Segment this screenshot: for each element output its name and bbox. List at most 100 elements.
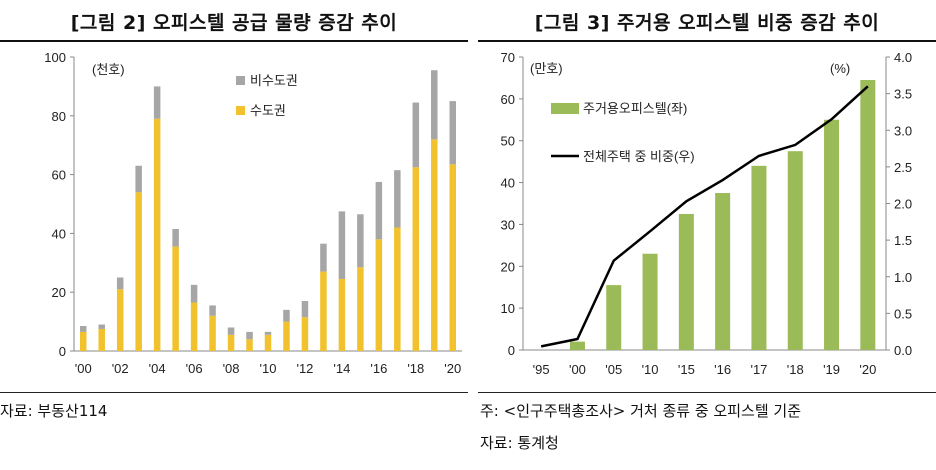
x-tick-label: '02: [112, 361, 129, 376]
left-y-tick-label: 20: [501, 259, 515, 274]
bar-segment-capital-area: [301, 317, 309, 351]
bar-residential-officetel: [751, 165, 767, 350]
x-tick-label: '10: [260, 361, 277, 376]
bar-segment-capital-area: [320, 271, 327, 351]
bar-segment-non-capital-area: [357, 214, 364, 268]
right-y-tick-label: 1.0: [894, 270, 912, 285]
right-y-tick-label: 4.0: [894, 50, 912, 65]
bar-segment-non-capital-area: [412, 102, 420, 168]
bar-segment-non-capital-area: [264, 331, 272, 335]
right-y-tick-label: 1.5: [894, 233, 912, 248]
bar-segment-capital-area: [135, 192, 142, 351]
x-tick-label: '95: [533, 362, 550, 377]
bar-segment-capital-area: [116, 289, 124, 351]
right-unit-label: (%): [830, 61, 850, 76]
panel-residential-office-share: [그림 3] 주거용 오피스텔 비중 증감 추이 0 10 20 30 40 50 60 70…: [478, 0, 936, 470]
legend-label: 비수도권: [250, 73, 298, 88]
x-tick-label: '18: [407, 361, 424, 376]
bar-residential-officetel: [860, 80, 876, 351]
x-tick-label: '10: [642, 362, 659, 377]
bar-segment-non-capital-area: [190, 284, 198, 303]
bar-segment-non-capital-area: [227, 327, 235, 335]
bar-segment-capital-area: [227, 334, 235, 351]
y-tick-label: 100: [44, 50, 66, 65]
y-tick-label: 60: [52, 168, 66, 183]
left-y-tick-label: 40: [501, 176, 515, 191]
source-text: 자료: 통계청: [480, 434, 559, 452]
title-rule: [478, 40, 936, 42]
left-y-tick-label: 70: [501, 50, 515, 65]
bar-segment-non-capital-area: [172, 228, 179, 247]
x-tick-label: '00: [75, 361, 92, 376]
right-y-tick-label: 0.5: [894, 306, 912, 321]
x-tick-label: '17: [750, 362, 767, 377]
chart-title: [그림 2] 오피스텔 공급 물량 증감 추이: [70, 12, 398, 34]
line-share-of-housing: [540, 85, 869, 348]
x-tick-label: '15: [678, 362, 695, 377]
footer-rule: [0, 392, 468, 393]
bar-residential-officetel: [606, 285, 622, 350]
x-tick-label: '05: [605, 362, 622, 377]
share-chart: 0 10 20 30 40 50 60 70 0.0 0.5 1.0 1.5 2.0 2.5 3.0 3.5 4…: [501, 50, 913, 377]
bar-segment-capital-area: [172, 246, 179, 351]
bar-segment-capital-area: [375, 239, 383, 351]
x-tick-label: '00: [569, 362, 586, 377]
right-y-tick-label: 3.0: [894, 123, 912, 138]
source-text: 자료: 부동산114: [0, 402, 108, 420]
supply-chart: 0 20 40 60 80 100 (천호) '00 '02 '04 '06 '08 '10 '12 '14…: [44, 50, 462, 376]
bar-segment-capital-area: [283, 321, 290, 351]
bar-segment-non-capital-area: [135, 165, 142, 193]
left-y-tick-label: 50: [501, 134, 515, 149]
x-tick-label: '04: [149, 361, 166, 376]
legend-swatch: [236, 76, 245, 85]
bar-segment-non-capital-area: [283, 309, 290, 322]
bar-residential-officetel: [569, 341, 585, 350]
x-tick-label: '08: [223, 361, 240, 376]
x-tick-label: '16: [714, 362, 731, 377]
panel-office-supply: [그림 2] 오피스텔 공급 물량 증감 추이 0 20 40 60 80 100 (천호)…: [0, 12, 468, 420]
bar-segment-capital-area: [79, 331, 87, 351]
legend-label: 주거용오피스텔(좌): [583, 101, 687, 116]
bar-segment-non-capital-area: [449, 101, 457, 165]
x-tick-label: '20: [859, 362, 876, 377]
right-y-tick-label: 3.5: [894, 87, 912, 102]
bar-segment-capital-area: [98, 328, 105, 351]
bar-residential-officetel: [824, 119, 840, 351]
bar-segment-non-capital-area: [153, 86, 161, 119]
footer-rule: [478, 392, 936, 393]
bar-segment-non-capital-area: [431, 70, 438, 140]
x-tick-label: '06: [186, 361, 203, 376]
bar-segment-capital-area: [190, 302, 198, 351]
bar-residential-officetel: [678, 213, 694, 350]
bar-segment-non-capital-area: [79, 326, 87, 332]
bar-segment-capital-area: [246, 339, 253, 351]
bar-segment-non-capital-area: [301, 301, 309, 318]
y-tick-label: 0: [59, 344, 66, 359]
bar-segment-capital-area: [209, 315, 216, 351]
y-tick-label: 20: [52, 285, 66, 300]
bar-segment-capital-area: [153, 118, 161, 352]
bar-segment-non-capital-area: [209, 305, 216, 316]
left-y-tick-label: 10: [501, 301, 515, 316]
right-y-tick-label: 2.5: [894, 160, 912, 175]
x-tick-label: '14: [333, 361, 350, 376]
x-tick-label: '20: [444, 361, 461, 376]
unit-label: (천호): [92, 62, 125, 77]
legend-label: 전체주택 중 비중(우): [583, 149, 695, 164]
bar-segment-capital-area: [412, 167, 420, 351]
legend-swatch: [236, 106, 245, 115]
left-y-tick-label: 0: [508, 343, 515, 358]
bar-residential-officetel: [787, 151, 803, 350]
y-tick-label: 40: [52, 226, 66, 241]
bar-segment-capital-area: [431, 139, 438, 351]
x-tick-label: '19: [823, 362, 840, 377]
bar-segment-non-capital-area: [394, 170, 401, 228]
bar-segment-capital-area: [338, 278, 346, 351]
bar-residential-officetel: [642, 253, 658, 350]
bar-segment-non-capital-area: [320, 243, 327, 272]
bar-segment-non-capital-area: [375, 181, 383, 240]
x-tick-label: '18: [787, 362, 804, 377]
chart-title: [그림 3] 주거용 오피스텔 비중 증감 추이: [534, 12, 880, 34]
title-rule: [0, 40, 468, 42]
bar-segment-capital-area: [264, 334, 272, 351]
